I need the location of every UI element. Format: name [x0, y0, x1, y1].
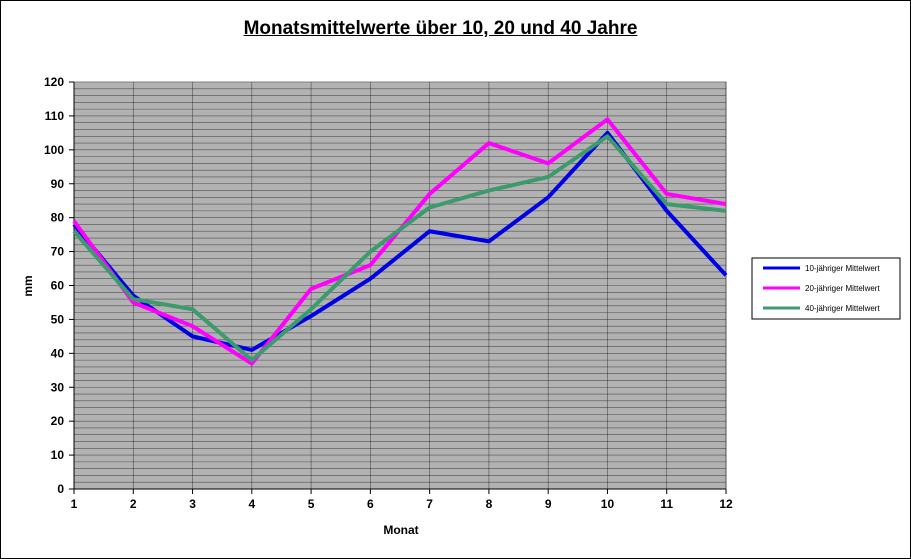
x-tick-label: 4	[248, 497, 255, 511]
y-tick-label: 0	[57, 482, 64, 496]
legend-label-3: 40-jähriger Mittelwert	[805, 304, 880, 313]
y-tick-label: 60	[51, 279, 65, 293]
legend-label-2: 20-jähriger Mittelwert	[805, 284, 880, 293]
x-tick-label: 12	[719, 497, 733, 511]
series-line-3	[72, 134, 727, 363]
x-tick-label: 1	[71, 497, 78, 511]
x-tick-label: 10	[601, 497, 615, 511]
y-tick-label: 90	[51, 177, 65, 191]
y-tick-label: 10	[51, 448, 65, 462]
x-tick-label: 8	[486, 497, 493, 511]
x-tick-labels: 1 2 3 4 5 6 7 8 9 10 11 12	[71, 497, 733, 511]
x-tick-label: 2	[130, 497, 137, 511]
y-tick-label: 110	[45, 109, 65, 123]
legend: 10-jähriger Mittelwert 20-jähriger Mittel…	[751, 257, 901, 320]
y-tick-label: 80	[51, 211, 65, 225]
y-tick-label: 30	[51, 380, 65, 394]
x-tick-label: 6	[367, 497, 374, 511]
data-series	[72, 117, 728, 366]
x-axis-label: Monat	[383, 523, 418, 537]
x-tick-label: 11	[660, 497, 673, 511]
x-tick-label: 3	[189, 497, 196, 511]
legend-label-1: 10-jähriger Mittelwert	[805, 264, 880, 273]
y-tick-labels: 0 10 20 30 40 50 60 70 80 90 100 110 120	[44, 75, 64, 496]
axes	[69, 81, 727, 494]
y-tick-label: 100	[44, 143, 64, 157]
x-tick-label: 5	[308, 497, 315, 511]
y-tick-label: 20	[51, 414, 65, 428]
chart-title: Monatsmittelwerte über 10, 20 und 40 Jah…	[243, 18, 638, 39]
y-tick-label: 70	[51, 245, 65, 259]
y-tick-label: 50	[51, 312, 65, 326]
y-tick-label: 40	[51, 346, 65, 360]
x-tick-label: 9	[545, 497, 552, 511]
y-axis-label: mm	[21, 275, 35, 296]
y-tick-label: 120	[44, 75, 64, 89]
legend-items: 10-jähriger Mittelwert 20-jähriger Mittel…	[763, 264, 880, 313]
x-tick-label: 7	[426, 497, 433, 511]
